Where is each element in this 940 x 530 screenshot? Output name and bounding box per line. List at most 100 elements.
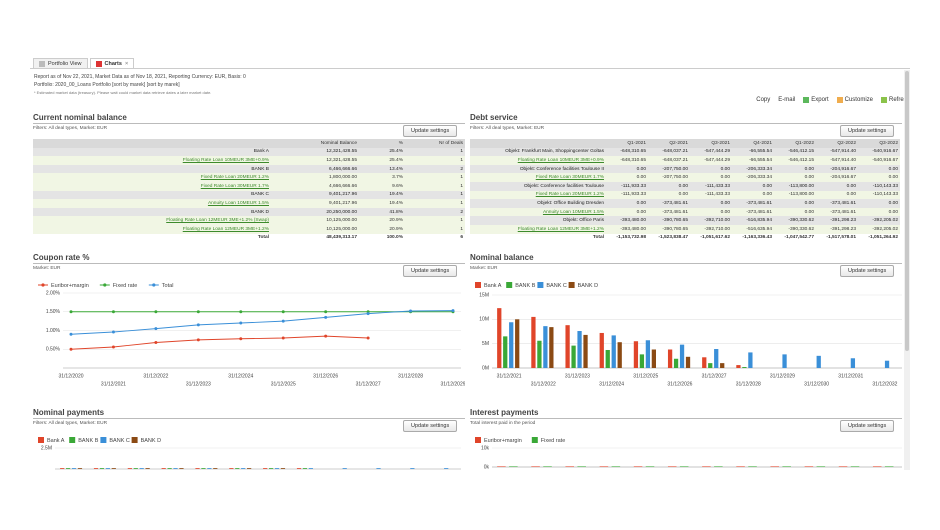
row-label[interactable]: Fixed Rate Loan 30MEUR 1.7% — [33, 181, 271, 191]
row-label[interactable]: Fixed Rate Loan 30MEUR 1.7% — [470, 173, 606, 182]
bar — [571, 345, 576, 368]
update-button[interactable]: Update settings — [840, 420, 895, 432]
row-label[interactable]: Fixed Rate Loan 20MEUR 1.2% — [33, 173, 271, 182]
panel-subtitle: Filters: All deal types, Market: EUR — [33, 126, 108, 131]
bar — [645, 340, 651, 368]
cell: -648,037.21 — [648, 156, 690, 165]
row-label[interactable]: Floating Rate Loan 10MEUR 3ME+0.9% — [470, 156, 606, 165]
y-tick-label: 0M — [482, 365, 489, 371]
row-label: Total — [33, 233, 271, 243]
toolbar-button[interactable]: E-mail — [778, 97, 795, 103]
row-label[interactable]: Fixed Rate Loan 20MEUR 1.2% — [470, 190, 606, 200]
legend-swatch — [475, 282, 481, 288]
toolbar-button[interactable]: Export — [803, 97, 829, 103]
bar — [241, 468, 246, 469]
row-label[interactable]: Floating Rate Loan 10MEUR 3ME+0.9% — [33, 156, 271, 165]
series-line — [70, 310, 454, 335]
scrollbar[interactable] — [904, 70, 910, 470]
cell: -204,916.67 — [816, 173, 858, 182]
cell: 0.00 — [774, 173, 816, 182]
update-button[interactable]: Update settings — [403, 265, 458, 277]
button-label[interactable]: Export — [811, 97, 829, 103]
cell: -547,914.40 — [816, 147, 858, 157]
tab-label[interactable]: Charts — [104, 60, 122, 67]
bar — [65, 468, 71, 469]
x-tick-label: 31/12/2025 — [271, 381, 296, 387]
cell: -540,916.67 — [858, 147, 900, 157]
cell: 0.00 — [774, 199, 816, 208]
row-label[interactable]: Floating Rate Loan 12MEUR 3ME+1.2% — [470, 224, 606, 234]
point — [239, 337, 243, 341]
header-cell — [33, 139, 271, 148]
content: Current nominal balance Filters: All deal… — [33, 113, 902, 470]
legend-marker — [103, 283, 107, 287]
deal-row: Floating Rate Loan 10MEUR 3ME+0.9% -648,3… — [470, 156, 900, 165]
row-label[interactable]: Annuity Loan 10MEUR 1.5% — [33, 199, 271, 208]
cell: 0.00 — [816, 181, 858, 191]
x-tick-label: 31/12/2027 — [356, 381, 381, 387]
toolbar-button[interactable]: Copy — [756, 97, 770, 103]
point — [111, 330, 115, 334]
cell: 41.8% — [359, 207, 405, 217]
button-label[interactable]: E-mail — [778, 97, 796, 103]
y-tick-label: 1.00% — [46, 328, 61, 334]
toolbar-button[interactable]: Customize — [836, 97, 873, 103]
row-label[interactable]: Annuity Loan 10MEUR 1.5% — [470, 207, 606, 217]
y-tick-label: 0.50% — [46, 347, 61, 353]
update-button[interactable]: Update settings — [403, 420, 458, 432]
panel-title: Current nominal balance — [33, 113, 127, 122]
legend-label: BANK D — [578, 283, 599, 289]
bar — [850, 358, 856, 368]
x-tick-label: 31/12/2026 — [667, 381, 692, 387]
update-button[interactable]: Update settings — [403, 125, 458, 137]
cell: 4,666,666.66 — [271, 181, 359, 191]
legend-swatch — [475, 437, 481, 443]
cell: 0.00 — [690, 164, 732, 174]
toolbar-button[interactable]: Refresh — [880, 97, 910, 103]
bar — [60, 468, 65, 469]
button-label[interactable]: Refresh — [888, 97, 910, 103]
point — [366, 312, 370, 316]
cell: 19.4% — [359, 190, 405, 200]
x-tick-label: 31/12/2023 — [565, 373, 590, 379]
x-tick-label: 31/12/2024 — [599, 381, 624, 387]
bar — [872, 466, 882, 467]
deal-row: Floating Rate Loan 12MEUR 3ME+1.2% (Swap… — [33, 216, 465, 225]
bar — [577, 466, 586, 467]
legend-label: Euribor+margin — [484, 438, 522, 444]
cell: -1,153,732.98 — [606, 233, 648, 243]
group-row: Objekt: Conference facilities Toulouse I… — [470, 164, 900, 174]
row-label[interactable]: Floating Rate Loan 12MEUR 3ME+1.2% — [33, 224, 271, 234]
update-button[interactable]: Update settings — [840, 125, 895, 137]
button-label[interactable]: Customize — [844, 97, 873, 103]
cell: -392,205.02 — [858, 216, 900, 225]
bar — [509, 322, 514, 368]
bar — [714, 466, 723, 467]
header-cell: Nr of Deals — [405, 139, 465, 148]
data-table: Q1-2021 Q2-2021 Q3-2021 Q4-2021 Q1-2022 Q2-20… — [470, 139, 900, 243]
bar — [599, 332, 604, 368]
panel-rule — [470, 263, 902, 264]
bar — [296, 468, 302, 469]
cell: -111,433.33 — [690, 181, 732, 191]
bar — [167, 468, 172, 469]
point — [69, 332, 73, 336]
cell: 1 — [405, 147, 465, 157]
series-line — [70, 335, 369, 350]
legend-marker — [41, 283, 45, 287]
tab[interactable]: Portfolio View — [33, 58, 88, 68]
cell: -393,480.00 — [606, 216, 648, 225]
y-tick-label: 2.00% — [46, 290, 61, 296]
button-label[interactable]: Copy — [756, 97, 771, 103]
bar — [679, 466, 689, 467]
legend-swatch — [100, 437, 107, 443]
update-button[interactable]: Update settings — [840, 265, 895, 277]
row-label[interactable]: Floating Rate Loan 12MEUR 3ME+1.2% (Swap… — [33, 216, 271, 225]
cell: -206,333.34 — [732, 173, 774, 182]
tab-label[interactable]: Portfolio View — [48, 60, 82, 67]
cell: -373,481.61 — [648, 207, 690, 217]
tab[interactable]: Charts × — [89, 58, 135, 68]
x-tick-label: 31/12/2027 — [702, 373, 727, 379]
cell: -373,481.61 — [732, 199, 774, 208]
point — [366, 336, 370, 340]
